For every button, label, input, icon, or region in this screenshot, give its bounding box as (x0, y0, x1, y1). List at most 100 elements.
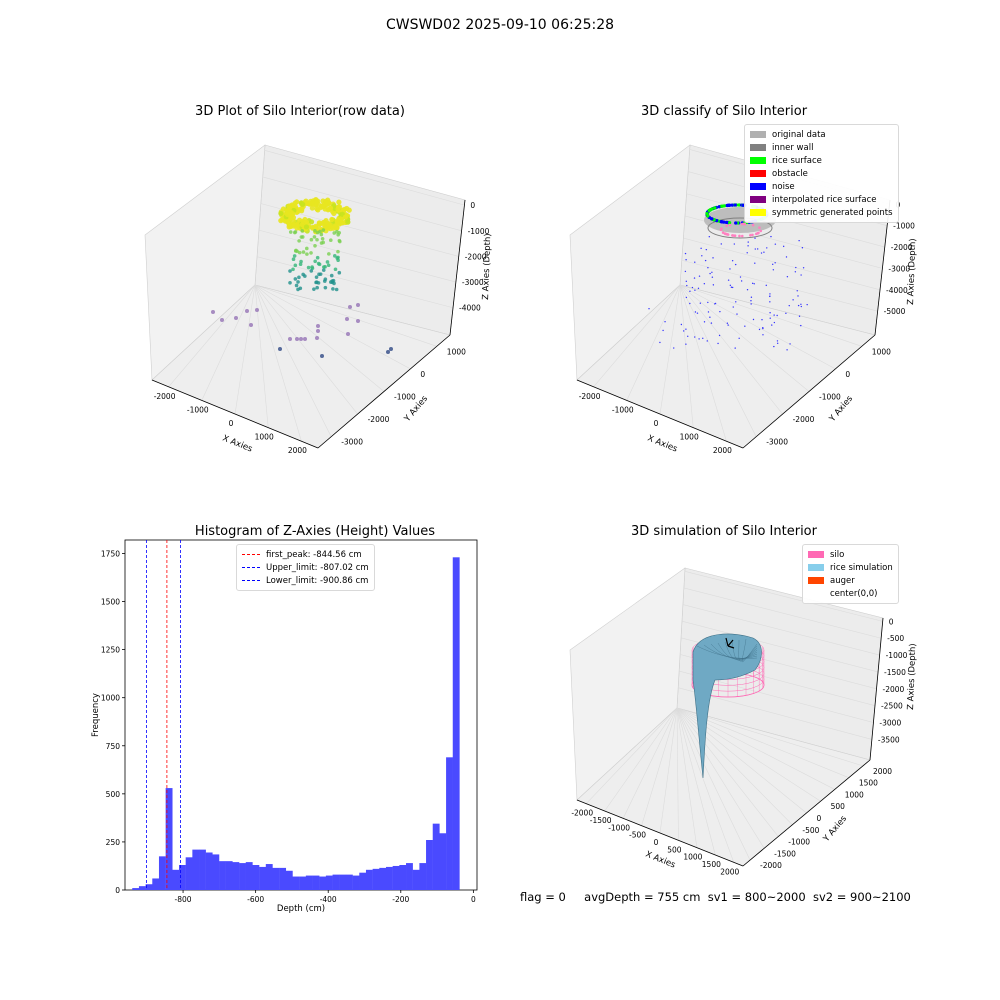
classify-noise-point (765, 284, 767, 287)
raw-3d-plot: -2000 -1000 0 1000 2000 1000 0 -1000 -2000 -3000… (144, 144, 493, 455)
raw-point (315, 336, 319, 340)
histogram-bar (452, 557, 460, 890)
raw-point (220, 318, 224, 322)
classify-legend-entry: obstacle (750, 167, 893, 180)
raw-point (313, 228, 317, 233)
histogram-bar (352, 875, 360, 890)
classify-legend-entry: rice surface (750, 154, 893, 167)
classify-noise-point (766, 247, 768, 249)
classify-noise-point (691, 286, 694, 289)
histogram-bar (345, 874, 353, 890)
classify-noise-point (750, 303, 752, 305)
classify-noise-point (732, 306, 734, 308)
simulation-plot-title: 3D simulation of Silo Interior (631, 524, 817, 539)
classify-noise-point (792, 299, 794, 301)
cls-z-tick-label: -2000 (891, 243, 913, 252)
classify-noise-point (729, 284, 732, 287)
cls-y-tick-label: 1000 (872, 347, 891, 356)
raw-point (297, 239, 301, 243)
raw-point (310, 265, 314, 269)
sim-y-tick-label: -1500 (774, 849, 796, 858)
classify-noise-point (772, 269, 775, 271)
histogram-bar (219, 861, 226, 890)
classify-noise-point (685, 328, 687, 330)
classify-noise-point (776, 314, 778, 317)
raw-point (337, 238, 342, 243)
classify-legend-label: rice surface (772, 155, 822, 166)
classify-noise-point (687, 335, 689, 337)
histogram-x-axis-label: Depth (cm) (277, 904, 325, 914)
cls-z-tick-label: -5000 (884, 307, 906, 316)
classify-noise-point (697, 287, 700, 290)
classify-legend-label: interpolated rice surface (772, 194, 877, 205)
classify-noise-point (680, 323, 683, 326)
classify-noise-point (769, 317, 771, 319)
raw-point (300, 229, 305, 233)
classify-noise-point (776, 340, 779, 342)
classify-noise-point (773, 314, 775, 316)
histogram-y-tick-label: 500 (106, 790, 121, 799)
classify-noise-point (712, 284, 715, 286)
raw-z-tick-label: -1000 (468, 227, 490, 236)
classify-noise-point (703, 282, 706, 285)
classify-noise-point (707, 301, 709, 304)
classify-noise-point (797, 295, 799, 297)
histogram-y-tick-label: 750 (106, 742, 121, 751)
classify-noise-point (769, 295, 771, 297)
figure-title: CWSWD02 2025-09-10 06:25:28 (385, 17, 615, 33)
histogram-bar (446, 757, 453, 890)
histogram-y-tick-label: 1250 (101, 646, 120, 655)
raw-point (280, 206, 287, 212)
classify-noise-point (806, 303, 808, 306)
classify-legend-swatch (750, 183, 766, 190)
sim-y-tick-label: 2000 (873, 767, 892, 776)
classify-noise-point (753, 283, 755, 285)
histogram-x-tick-label: -800 (175, 895, 192, 904)
raw-point (325, 260, 330, 264)
classify-point (705, 212, 709, 216)
raw-point (291, 257, 296, 262)
sim-z-tick-label: -1000 (886, 651, 908, 660)
raw-point (325, 223, 332, 229)
simulation-legend-label: rice simulation (830, 562, 893, 573)
raw-point (309, 251, 313, 255)
classify-inner-wall (707, 217, 773, 239)
classify-noise-point (718, 334, 721, 337)
classify-point (724, 220, 729, 225)
rice-mesh-line (717, 642, 758, 660)
classify-noise-point (694, 261, 696, 263)
sim-y-tick-label: -500 (802, 826, 819, 835)
cls-y-tick-label: -1000 (819, 393, 841, 402)
simulation-legend-swatch (808, 577, 824, 584)
histogram-bar (145, 884, 153, 890)
raw-point (295, 337, 299, 341)
raw-point (346, 207, 352, 213)
classify-z-axis-label: Z Axies (Depth) (906, 238, 918, 305)
histogram-legend-label: first_peak: -844.56 cm (266, 549, 362, 560)
sim-x-tick-label: -1500 (590, 816, 612, 825)
histogram-bar (339, 874, 347, 890)
raw-point (289, 202, 295, 208)
classify-noise-point (685, 259, 687, 261)
classify-noise-point (782, 245, 785, 248)
raw-point (337, 270, 342, 275)
classify-point (721, 220, 725, 224)
rice-simulation-surface (692, 633, 762, 779)
classify-noise-point (707, 311, 710, 313)
classify-noise-point (726, 322, 729, 324)
histogram-bar (439, 833, 447, 890)
classify-legend-label: obstacle (772, 168, 808, 179)
cls-x-tick-label: 1000 (680, 433, 699, 442)
classify-noise-point (747, 241, 749, 243)
histogram-bar (232, 862, 240, 890)
simulation-legend-entry: auger (808, 574, 893, 587)
simulation-legend-entry: rice simulation (808, 561, 893, 574)
classify-point (734, 221, 738, 225)
classify-noise-point (659, 341, 661, 344)
classify-noise-point (769, 312, 771, 314)
classify-noise-point (684, 270, 687, 273)
classify-legend-entry: symmetric generated points (750, 206, 893, 219)
sim-y-tick-label: 1000 (845, 790, 864, 799)
raw-point (296, 287, 300, 292)
classify-noise-point (707, 267, 709, 269)
